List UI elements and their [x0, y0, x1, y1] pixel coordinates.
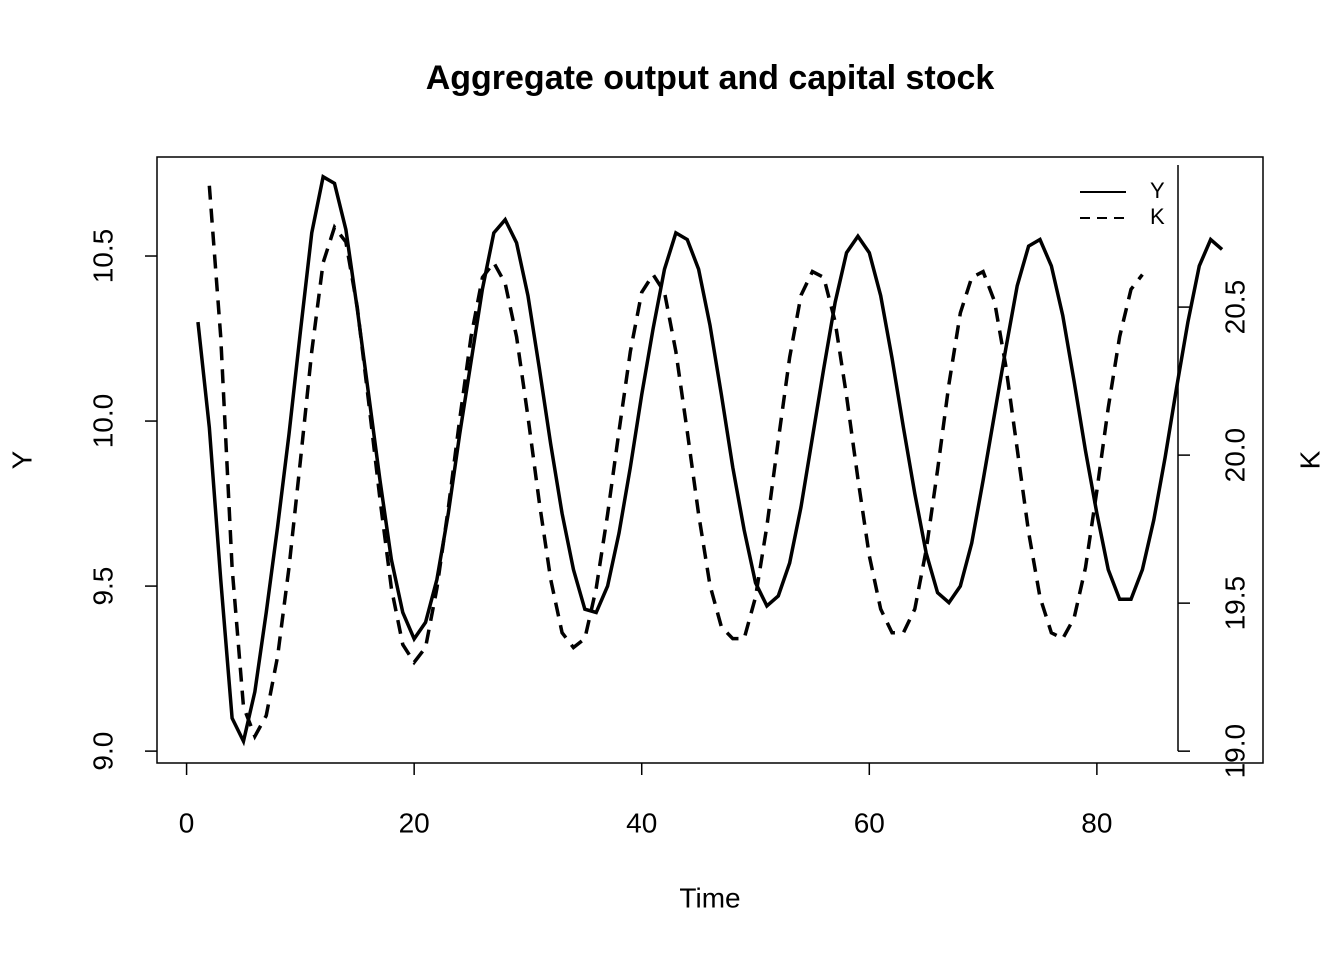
x-tick-label: 60 — [854, 807, 885, 838]
y-tick-label: 9.5 — [87, 567, 118, 606]
chart-title: Aggregate output and capital stock — [426, 59, 995, 97]
legend-label: Y — [1150, 178, 1165, 203]
y-tick-label: 10.5 — [87, 229, 118, 284]
x-tick-label: 80 — [1081, 807, 1112, 838]
plot-frame — [156, 156, 1264, 764]
x-tick-label: 0 — [179, 807, 195, 838]
y2-axis-label: K — [1294, 450, 1325, 469]
y2-tick-label: 20.5 — [1219, 280, 1250, 335]
y2-tick-label: 19.0 — [1219, 724, 1250, 779]
x-tick-label: 40 — [626, 807, 657, 838]
legend-label: K — [1150, 204, 1165, 229]
y-tick-label: 9.0 — [87, 732, 118, 771]
y2-tick-label: 20.0 — [1219, 428, 1250, 483]
x-axis-label: Time — [679, 882, 740, 913]
series-line — [207, 185, 1144, 741]
y2-tick-label: 19.5 — [1219, 576, 1250, 631]
y-tick-label: 10.0 — [87, 394, 118, 449]
y-axis-label: Y — [6, 450, 37, 469]
x-tick-label: 20 — [399, 807, 430, 838]
